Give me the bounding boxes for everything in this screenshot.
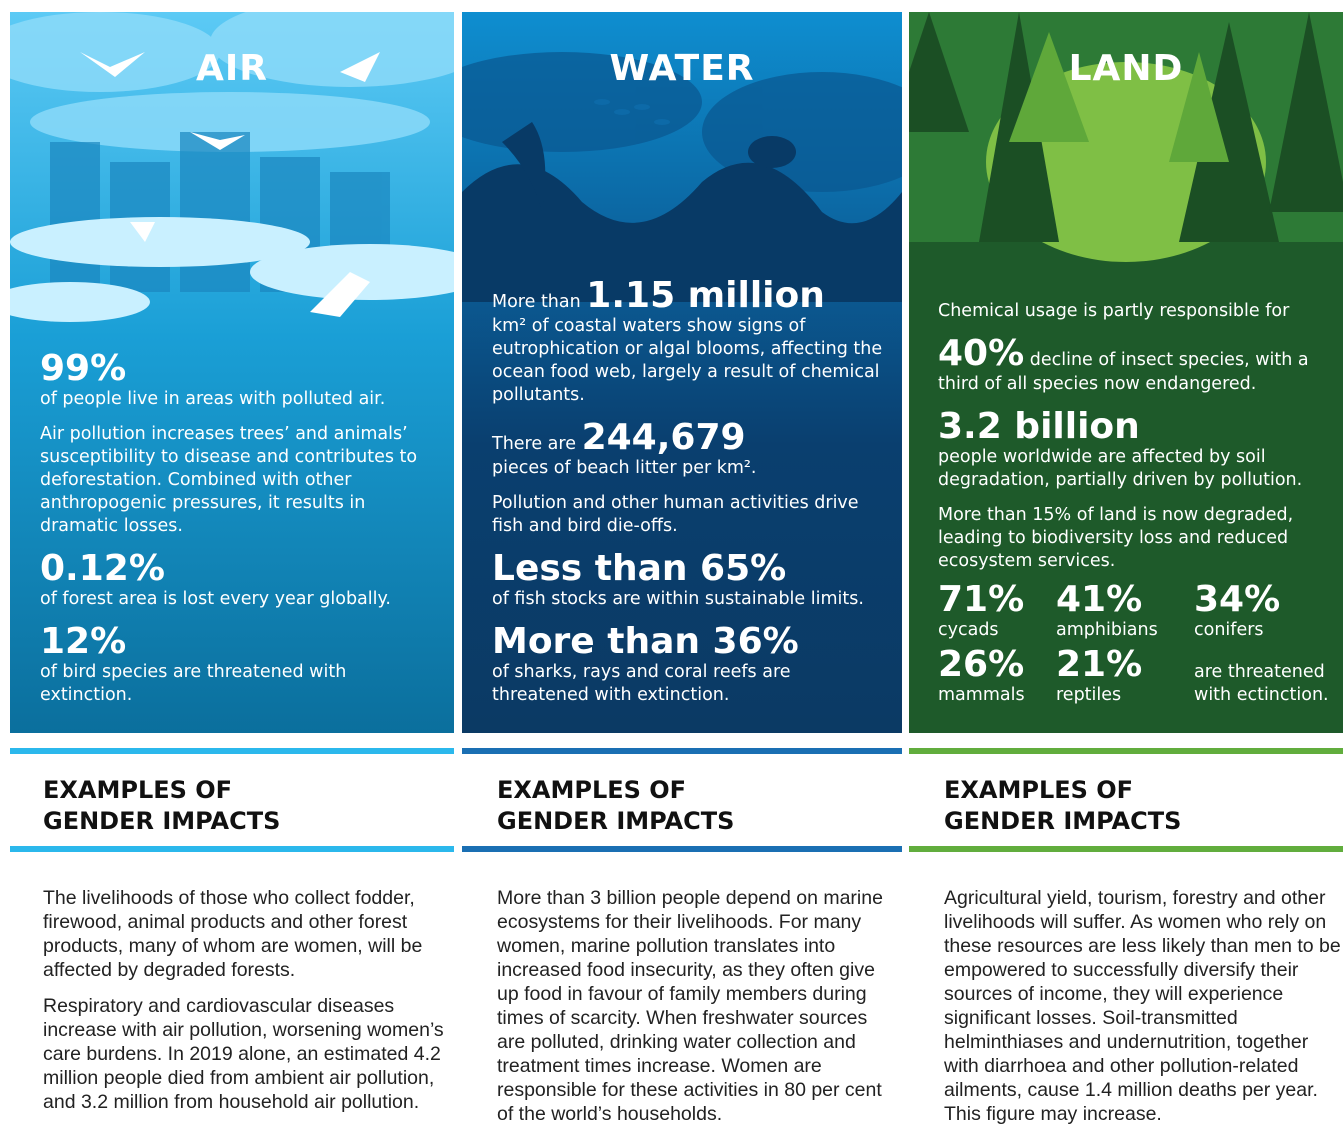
stat-figure: 3.2 billion — [938, 406, 1140, 447]
grid-label: conifers — [1194, 619, 1337, 642]
stat-figure: Less than 65% — [492, 548, 786, 589]
grid-cell: 71%cycads — [938, 581, 1056, 642]
grid-cell: 26%mammals — [938, 646, 1056, 707]
stat-line: 40% decline of insect species, with a th… — [938, 335, 1337, 396]
grid-label: amphibians — [1056, 619, 1194, 642]
stat-text: of sharks, rays and coral reefs are thre… — [492, 661, 892, 707]
gender-heading: EXAMPLES OF GENDER IMPACTS — [43, 775, 343, 837]
stat-text: pieces of beach litter per km². — [492, 457, 892, 480]
stat-block: Pollution and other human activities dri… — [492, 492, 892, 538]
stat-text: of forest area is lost every year global… — [40, 588, 444, 611]
stat-line: 99% — [40, 350, 444, 388]
stat-figure: 40% — [938, 333, 1024, 374]
panel-text: 99%of people live in areas with polluted… — [40, 338, 444, 707]
stat-lead: There are — [492, 434, 576, 454]
divider — [10, 748, 454, 754]
stat-block: Chemical usage is partly responsible for — [938, 300, 1337, 323]
grid-cell: 41%amphibians — [1056, 581, 1194, 642]
stat-text: of bird species are threatened with exti… — [40, 661, 444, 707]
stat-text: km² of coastal waters show signs of eutr… — [492, 315, 892, 407]
gender-heading: EXAMPLES OF GENDER IMPACTS — [944, 775, 1244, 837]
stat-line: More than 36% — [492, 623, 892, 661]
stat-line: There are 244,679 — [492, 419, 892, 457]
divider — [909, 748, 1343, 754]
gender-paragraph: More than 3 billion people depend on mar… — [497, 886, 897, 1126]
stat-line: Less than 65% — [492, 550, 892, 588]
gender-paragraph: The livelihoods of those who collect fod… — [43, 886, 445, 982]
stat-figure: 21% — [1056, 646, 1194, 684]
panel-text: Chemical usage is partly responsible for… — [938, 288, 1337, 707]
stat-block: More than 15% of land is now degraded, l… — [938, 504, 1337, 573]
panel-title: LAND — [909, 48, 1343, 89]
grid-cell: 21%reptiles — [1056, 646, 1194, 707]
stat-figure: 99% — [40, 348, 126, 389]
divider — [462, 748, 902, 754]
stat-figure: 0.12% — [40, 548, 165, 589]
gender-body: More than 3 billion people depend on mar… — [497, 886, 897, 1138]
stat-figure: 34% — [1194, 581, 1337, 619]
stat-figure: 71% — [938, 581, 1056, 619]
stat-figure: 41% — [1056, 581, 1194, 619]
stat-text: people worldwide are affected by soil de… — [938, 446, 1337, 492]
stat-text: of fish stocks are within sustainable li… — [492, 588, 892, 611]
stat-figure: 1.15 million — [586, 275, 825, 316]
stat-lead: More than — [492, 292, 581, 312]
stat-text: of people live in areas with polluted ai… — [40, 388, 444, 411]
stat-text: Chemical usage is partly responsible for — [938, 300, 1337, 323]
grid-cell: 34%conifers — [1194, 581, 1337, 642]
divider — [10, 846, 454, 852]
stat-block: 0.12%of forest area is lost every year g… — [40, 550, 444, 611]
stat-figure: 244,679 — [582, 417, 746, 458]
stat-block: Less than 65%of fish stocks are within s… — [492, 550, 892, 611]
stat-line: 0.12% — [40, 550, 444, 588]
stat-figure: 26% — [938, 646, 1056, 684]
grid-label: reptiles — [1056, 684, 1194, 707]
stat-block: More than 36%of sharks, rays and coral r… — [492, 623, 892, 707]
stat-block: 12%of bird species are threatened with e… — [40, 623, 444, 707]
gender-heading: EXAMPLES OF GENDER IMPACTS — [497, 775, 797, 837]
stat-text: Pollution and other human activities dri… — [492, 492, 892, 538]
gender-paragraph: Agricultural yield, tourism, forestry an… — [944, 886, 1343, 1126]
stat-block: 40% decline of insect species, with a th… — [938, 335, 1337, 396]
stat-block: Air pollution increases trees’ and anima… — [40, 423, 444, 538]
air-panel: AIR 99%of people live in areas with poll… — [10, 12, 454, 733]
divider — [462, 846, 902, 852]
gender-paragraph: Respiratory and cardiovascular diseases … — [43, 994, 445, 1114]
stat-text: Air pollution increases trees’ and anima… — [40, 423, 444, 538]
stat-line: 3.2 billion — [938, 408, 1337, 446]
stat-figure: 12% — [40, 621, 126, 662]
grid-label: cycads — [938, 619, 1056, 642]
gender-body: Agricultural yield, tourism, forestry an… — [944, 886, 1343, 1138]
gender-body: The livelihoods of those who collect fod… — [43, 886, 445, 1126]
stat-line: More than 1.15 million — [492, 277, 892, 315]
stat-block: 99%of people live in areas with polluted… — [40, 350, 444, 411]
stat-line: 12% — [40, 623, 444, 661]
land-panel: LAND Chemical usage is partly responsibl… — [909, 12, 1343, 733]
stat-figure: More than 36% — [492, 621, 799, 662]
panel-title: AIR — [10, 48, 454, 89]
page: AIR 99%of people live in areas with poll… — [0, 0, 1343, 1147]
divider — [909, 846, 1343, 852]
grid-note: are threatened with ectinction. — [1194, 661, 1337, 707]
stat-text: More than 15% of land is now degraded, l… — [938, 504, 1337, 573]
grid-label: mammals — [938, 684, 1056, 707]
panel-title: WATER — [462, 48, 902, 89]
